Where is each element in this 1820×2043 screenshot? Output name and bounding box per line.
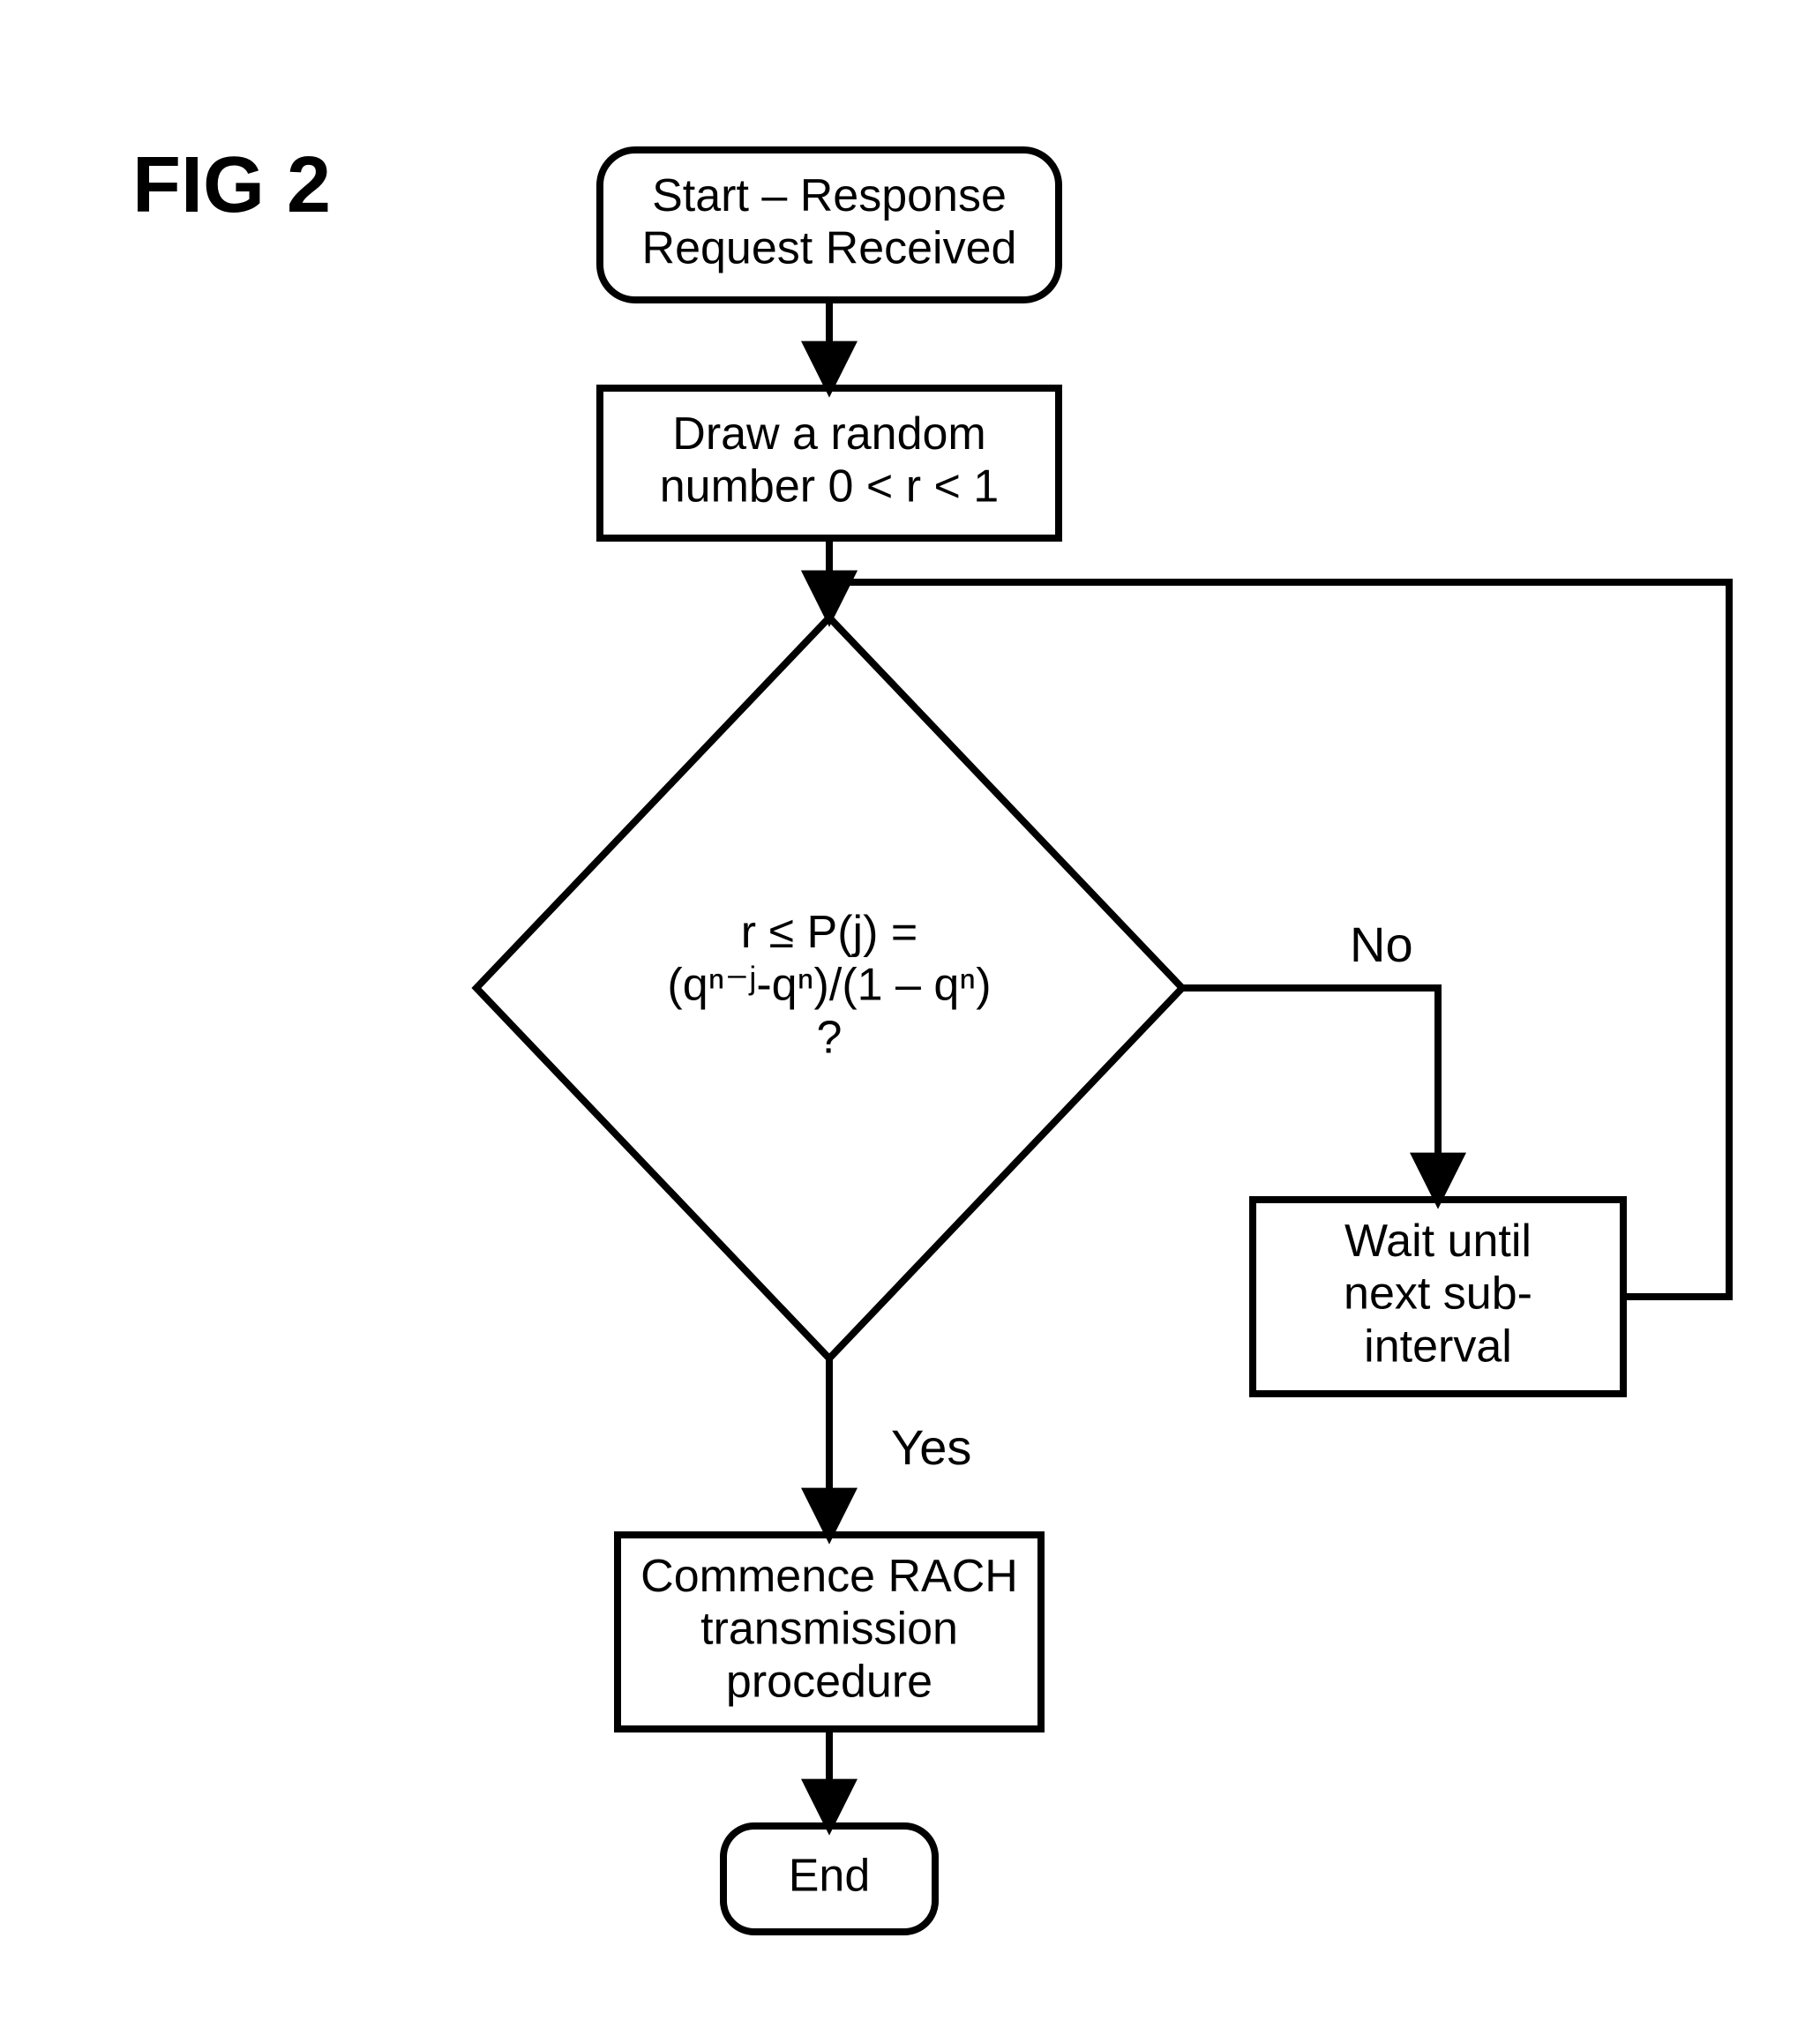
edge-e-decision-wait	[1182, 988, 1438, 1200]
wait-text-line: next sub-	[1344, 1268, 1532, 1320]
decision-text-line: r ≤ P(j) =	[741, 907, 917, 958]
decision-text-line: (qⁿ⁻ʲ-qⁿ)/(1 – qⁿ)	[667, 960, 991, 1011]
start-text-line: Start – Response	[652, 170, 1007, 221]
end-text-line: End	[789, 1851, 871, 1902]
rach-text-line: Commence RACH	[640, 1551, 1018, 1602]
edge-e-wait-back	[829, 582, 1729, 1297]
wait-text-line: interval	[1364, 1321, 1512, 1373]
start-text-line: Request Received	[642, 223, 1017, 274]
draw-text-line: Draw a random	[672, 408, 985, 460]
edge-e-decision-rach-label: Yes	[891, 1419, 971, 1475]
rach-text-line: procedure	[726, 1657, 932, 1708]
wait-text-line: Wait until	[1344, 1216, 1532, 1267]
rach-text-line: transmission	[700, 1604, 958, 1655]
decision-text-line: ?	[817, 1013, 843, 1064]
figure-label: FIG 2	[132, 141, 331, 229]
edge-e-decision-wait-label: No	[1350, 917, 1413, 972]
draw-text-line: number 0 < r < 1	[660, 461, 999, 513]
